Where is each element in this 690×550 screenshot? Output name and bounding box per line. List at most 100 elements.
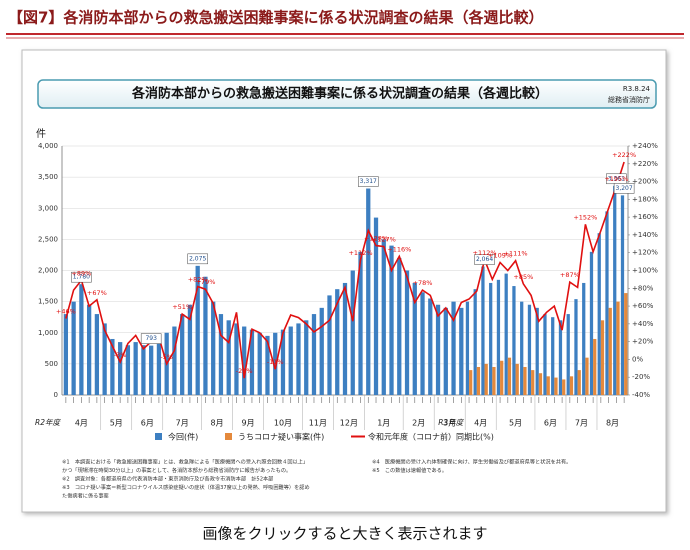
bar xyxy=(620,195,625,395)
y-axis-label: 件 xyxy=(36,128,46,140)
y-tick-label: 3,500 xyxy=(38,173,58,181)
bar xyxy=(484,363,488,395)
bar xyxy=(443,307,448,395)
bar xyxy=(515,363,519,395)
line-value-label: +79% xyxy=(195,278,215,286)
y-tick-label: 0 xyxy=(54,391,58,399)
y2-tick-label: -40% xyxy=(632,391,650,399)
line-value-label: +195% xyxy=(604,175,628,183)
bar xyxy=(156,338,162,395)
line-value-label: +112% xyxy=(473,249,497,257)
bar xyxy=(507,357,512,395)
label-box xyxy=(71,271,92,283)
image-frame[interactable] xyxy=(21,49,667,513)
month-label: 11月 xyxy=(309,419,327,428)
bar xyxy=(141,345,146,395)
footnote: ※4 医療機関の受け入れ体制確保に向け、厚生労働省及び都道府県等と状況を共有。 xyxy=(372,458,571,466)
bar xyxy=(554,377,558,395)
line-value-label: -21% xyxy=(236,367,253,375)
bar xyxy=(125,345,131,395)
fiscal-year-label: R3年度 xyxy=(438,418,464,427)
month-label: 4月 xyxy=(75,419,88,428)
bar xyxy=(218,314,224,395)
bar xyxy=(389,245,394,395)
bar xyxy=(226,320,231,395)
bar xyxy=(435,304,441,395)
bar xyxy=(465,301,470,395)
bar xyxy=(531,370,535,395)
line-value-label: +78% xyxy=(413,279,433,287)
bar xyxy=(476,366,481,395)
month-label: 10月 xyxy=(274,419,292,428)
line-value-label: +127% xyxy=(372,235,396,243)
bar xyxy=(492,366,496,395)
line-value-label: +109% xyxy=(488,251,512,259)
bar xyxy=(562,379,566,395)
bar xyxy=(257,332,262,395)
bar xyxy=(327,295,332,395)
bar xyxy=(574,299,578,395)
bar xyxy=(133,342,138,395)
bar xyxy=(597,233,601,395)
footnote: た傷病者に係る事案 xyxy=(62,492,110,500)
bar xyxy=(404,270,410,395)
bar xyxy=(469,370,473,395)
bar xyxy=(496,279,501,395)
line-value-label: +46% xyxy=(56,308,76,316)
bar xyxy=(500,360,504,395)
bar xyxy=(249,329,255,395)
footnote: ※5 この数値は速報値である。 xyxy=(372,466,447,474)
line-value-label: +111% xyxy=(504,250,528,258)
month-label: 8月 xyxy=(606,419,619,428)
bar xyxy=(473,289,477,395)
y2-tick-label: +160% xyxy=(632,213,658,221)
legend-label: 今回(件) xyxy=(168,432,198,442)
bar xyxy=(280,329,286,395)
line-value-label: +51% xyxy=(172,303,192,311)
bar xyxy=(187,304,193,395)
bar xyxy=(585,357,589,395)
bar xyxy=(366,188,371,395)
bar xyxy=(342,282,348,395)
bar xyxy=(546,376,550,395)
bar xyxy=(102,323,107,395)
label-box xyxy=(187,253,208,265)
bar xyxy=(558,320,563,395)
bar xyxy=(624,293,628,395)
bar xyxy=(373,217,379,395)
bar-value-label: 2,064 xyxy=(476,256,493,263)
bar xyxy=(616,301,620,395)
bar xyxy=(63,314,69,395)
bar xyxy=(234,323,239,395)
chart-title: 各消防本部からの救急搬送困難事案に係る状況調査の結果（各週比較） xyxy=(131,86,548,102)
y2-tick-label: +20% xyxy=(632,338,654,346)
bar xyxy=(381,239,386,395)
bar-value-label: 2,075 xyxy=(189,255,206,262)
bar xyxy=(273,332,278,395)
month-label: 8月 xyxy=(211,419,224,428)
bar xyxy=(110,338,115,395)
y2-tick-label: -20% xyxy=(632,373,650,381)
bar xyxy=(397,258,402,395)
footnote: かつ「現場滞在時間30分以上」の事案として、各消防本部から総務省消防庁に報告があ… xyxy=(62,466,291,474)
bar xyxy=(118,342,123,395)
month-label: 6月 xyxy=(544,419,557,428)
source: 総務省消防庁 xyxy=(608,95,650,104)
month-label: 2月 xyxy=(412,419,425,428)
bar xyxy=(481,266,485,395)
bar xyxy=(582,282,586,395)
month-label: 7月 xyxy=(176,419,189,428)
y-tick-label: 500 xyxy=(45,360,58,368)
y-tick-label: 2,500 xyxy=(38,235,58,243)
y2-tick-label: +140% xyxy=(632,231,658,239)
header-title: 【図7】各消防本部からの救急搬送困難事案に係る状況調査の結果（各週比較） xyxy=(8,9,543,27)
y2-tick-label: +40% xyxy=(632,320,654,328)
line-value-label: +85% xyxy=(513,273,533,281)
line-value-label: +152% xyxy=(573,213,597,221)
y2-tick-label: +240% xyxy=(632,142,658,150)
bar xyxy=(79,284,84,395)
bar xyxy=(335,289,340,395)
bar xyxy=(211,301,216,395)
bar xyxy=(551,317,555,395)
bar xyxy=(451,301,456,395)
